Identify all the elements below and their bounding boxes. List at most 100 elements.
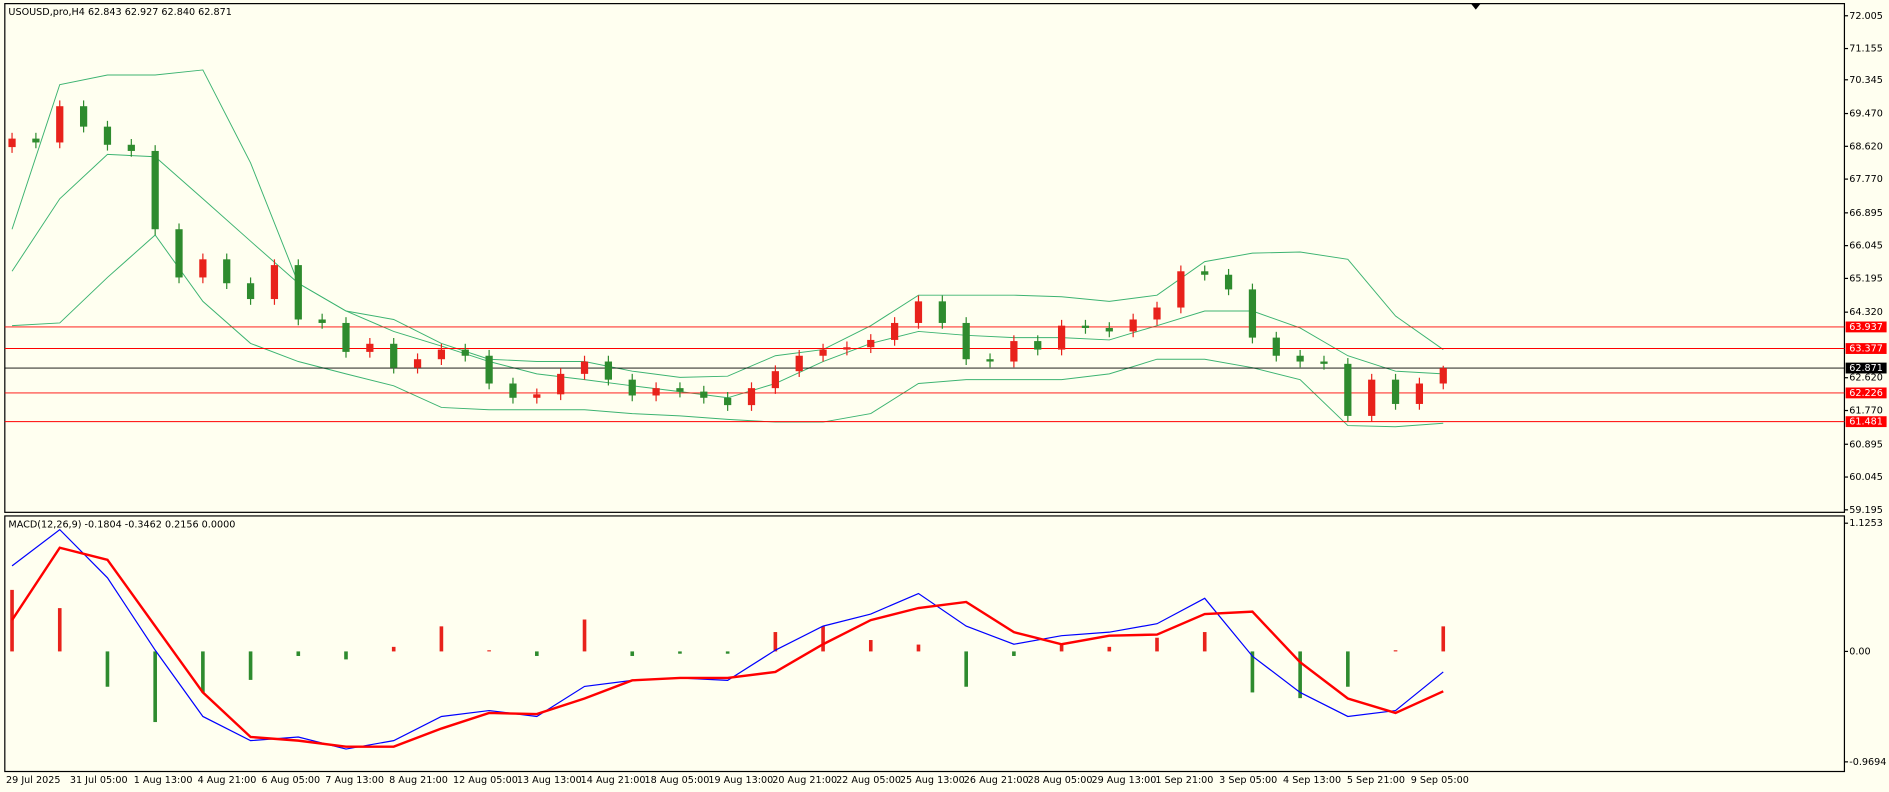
candle-body bbox=[56, 106, 64, 143]
candle-body bbox=[1105, 327, 1113, 332]
y-tick-label: 62.620 bbox=[1849, 373, 1883, 384]
bollinger-band bbox=[12, 234, 1444, 428]
price-level-label: 62.226 bbox=[1849, 388, 1883, 399]
candle-body bbox=[1272, 337, 1280, 356]
histogram-bar bbox=[1346, 651, 1350, 687]
price-level-label: 63.937 bbox=[1849, 322, 1883, 333]
y-tick-label: 65.195 bbox=[1849, 273, 1883, 284]
candle-body bbox=[724, 397, 732, 406]
macd-title: MACD(12,26,9) -0.1804 -0.3462 0.2156 0.0… bbox=[8, 519, 235, 530]
histogram-bar bbox=[105, 651, 110, 687]
candle-body bbox=[843, 347, 851, 350]
candle-body bbox=[1010, 341, 1018, 362]
x-tick-label: 1 Aug 13:00 bbox=[134, 775, 193, 786]
candle-body bbox=[986, 359, 994, 362]
y-tick-label: 1.1253 bbox=[1849, 518, 1883, 529]
x-tick-label: 4 Sep 13:00 bbox=[1283, 775, 1341, 786]
candle-body bbox=[199, 259, 207, 278]
histogram-bar bbox=[487, 650, 491, 652]
x-tick-label: 13 Aug 13:00 bbox=[517, 775, 582, 786]
candle-body bbox=[1034, 341, 1042, 350]
y-tick-label: 64.320 bbox=[1849, 307, 1883, 318]
candle-body bbox=[485, 355, 493, 384]
candle-body bbox=[413, 359, 422, 368]
candle-body bbox=[1391, 379, 1400, 404]
price-level-tag bbox=[1845, 343, 1887, 354]
histogram-bar bbox=[10, 589, 14, 652]
histogram-bar bbox=[296, 651, 301, 656]
x-tick-label: 29 Aug 13:00 bbox=[1091, 775, 1156, 786]
candle-body bbox=[1415, 383, 1424, 404]
candle-body bbox=[294, 265, 302, 320]
candle-body bbox=[8, 138, 16, 148]
y-tick-label: 69.470 bbox=[1849, 109, 1883, 120]
histogram-bar bbox=[344, 651, 348, 660]
x-tick-label: 4 Aug 21:00 bbox=[198, 775, 257, 786]
shift-marker bbox=[1470, 3, 1481, 10]
histogram-bar bbox=[725, 651, 730, 654]
candle-body bbox=[604, 361, 612, 380]
candle-body bbox=[1224, 274, 1233, 290]
candle-body bbox=[270, 265, 279, 300]
price-level-tag bbox=[1845, 416, 1887, 428]
histogram-bar bbox=[1441, 626, 1446, 652]
histogram-bar bbox=[916, 644, 921, 652]
x-tick-label: 9 Sep 05:00 bbox=[1411, 775, 1469, 786]
candle-body bbox=[676, 388, 684, 392]
x-tick-label: 8 Aug 21:00 bbox=[389, 775, 448, 786]
x-tick-label: 14 Aug 21:00 bbox=[581, 775, 646, 786]
candle-body bbox=[771, 371, 779, 389]
candle-body bbox=[1368, 379, 1376, 416]
x-tick-label: 18 Aug 05:00 bbox=[645, 775, 710, 786]
y-tick-label: 61.770 bbox=[1849, 406, 1883, 417]
y-tick-label: 70.345 bbox=[1849, 75, 1883, 86]
histogram-bar bbox=[582, 619, 587, 652]
candle-body bbox=[628, 379, 636, 396]
candle-body bbox=[1320, 361, 1328, 364]
candle-body bbox=[795, 355, 803, 372]
y-tick-label: 71.155 bbox=[1849, 44, 1883, 55]
y-tick-label: 68.620 bbox=[1849, 141, 1883, 152]
price-panel-frame bbox=[4, 3, 1846, 513]
y-tick-label: 60.045 bbox=[1849, 472, 1883, 483]
y-tick-label: 60.895 bbox=[1849, 439, 1883, 450]
y-tick-label: 59.195 bbox=[1849, 505, 1883, 516]
histogram-bar bbox=[57, 608, 62, 652]
macd-line bbox=[11, 528, 1444, 750]
candle-body bbox=[318, 319, 326, 323]
price-panel: 72.005 71.155 70.345 69.470 68.620 67.770 66.8… bbox=[4, 11, 1887, 516]
x-tick-label: 26 Aug 21:00 bbox=[964, 775, 1029, 786]
y-tick-label: 67.770 bbox=[1849, 174, 1883, 185]
histogram-bar bbox=[1107, 646, 1112, 652]
candle-body bbox=[1129, 319, 1137, 332]
candle-body bbox=[1344, 363, 1352, 416]
histogram-bar bbox=[391, 646, 396, 652]
y-tick-label: 66.045 bbox=[1849, 241, 1883, 252]
macd-panel: 1.1253 0.00 -0.9694 bbox=[10, 518, 1886, 768]
y-tick-label: 0.00 bbox=[1849, 646, 1870, 657]
histogram-bar bbox=[630, 651, 635, 656]
histogram-bar bbox=[868, 640, 873, 652]
candle-body bbox=[32, 138, 40, 143]
histogram-bar bbox=[821, 626, 825, 652]
price-level-label: 62.871 bbox=[1849, 363, 1883, 374]
x-tick-label: 25 Aug 13:00 bbox=[900, 775, 965, 786]
candle-body bbox=[437, 349, 446, 360]
y-tick-label: -0.9694 bbox=[1849, 757, 1886, 768]
x-tick-label: 1 Sep 21:00 bbox=[1155, 775, 1213, 786]
price-level-tag bbox=[1845, 321, 1887, 333]
candle-body bbox=[1201, 271, 1209, 275]
candle-body bbox=[962, 322, 970, 360]
histogram-bar bbox=[153, 651, 157, 723]
candle-body bbox=[509, 383, 517, 398]
macd-panel-frame bbox=[4, 515, 1846, 773]
candle-body bbox=[103, 126, 112, 145]
x-tick-label: 22 Aug 05:00 bbox=[836, 775, 901, 786]
candle-body bbox=[652, 388, 660, 396]
candle-body bbox=[127, 144, 135, 151]
price-level-tag bbox=[1845, 387, 1887, 399]
price-level-tag bbox=[1845, 362, 1887, 374]
candle-body bbox=[79, 106, 88, 127]
